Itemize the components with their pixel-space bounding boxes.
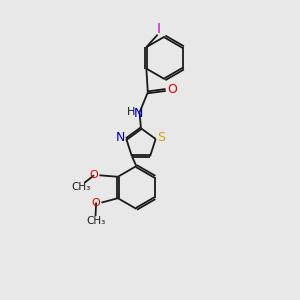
Text: CH₃: CH₃ <box>86 216 105 226</box>
Text: O: O <box>92 198 100 208</box>
Text: N: N <box>116 131 125 144</box>
Text: O: O <box>90 170 98 180</box>
Text: N: N <box>134 107 144 120</box>
Text: O: O <box>167 83 177 97</box>
Text: I: I <box>156 22 160 36</box>
Text: H: H <box>126 107 135 117</box>
Text: CH₃: CH₃ <box>71 182 91 192</box>
Text: S: S <box>158 131 166 144</box>
